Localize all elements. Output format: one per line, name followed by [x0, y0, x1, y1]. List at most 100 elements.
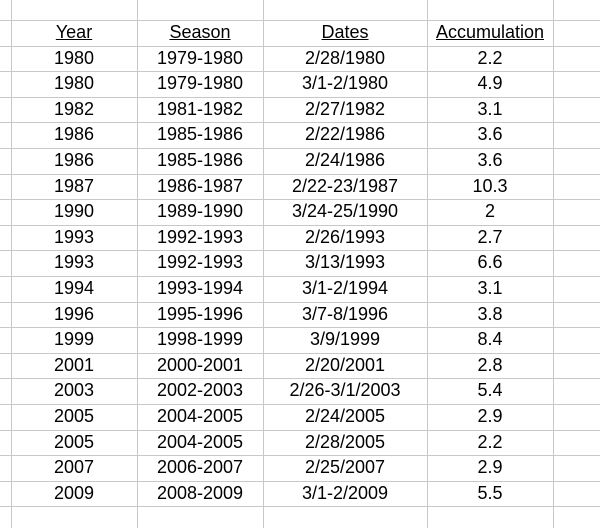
column-header: Accumulation [435, 22, 545, 42]
table-cell: 2005 [53, 406, 95, 426]
table-cell: 6.6 [477, 252, 503, 273]
table-cell: 1996 [53, 303, 95, 324]
column-header: Dates [321, 22, 369, 42]
table-cell: 2008-2009 [156, 482, 244, 503]
grid-col-line [11, 0, 12, 528]
table-cell: 2003 [53, 380, 95, 401]
table-cell: 2/26/1993 [304, 226, 386, 247]
table-cell: 1992-1993 [156, 252, 244, 273]
table-cell: 3/7-8/1996 [301, 303, 389, 324]
table-cell: 1980 [53, 47, 95, 68]
grid-col-line [263, 0, 264, 528]
table-cell: 2/24/1986 [304, 150, 386, 170]
table-cell: 2009 [53, 482, 95, 503]
table-cell: 3.6 [477, 124, 503, 145]
table-cell: 2.2 [477, 47, 503, 68]
grid-col-line [427, 0, 428, 528]
grid-row-line [0, 378, 600, 380]
table-cell: 2/28/2005 [304, 431, 386, 452]
grid-row-line [0, 327, 600, 329]
grid-col-line [137, 0, 138, 528]
table-cell: 2.7 [477, 226, 503, 247]
table-cell: 3/1-2/1994 [301, 278, 389, 298]
table-cell: 2/24/2005 [304, 406, 386, 426]
table-cell: 2/25/2007 [304, 457, 386, 478]
grid-row-line [0, 45, 600, 47]
grid-row-line [0, 429, 600, 431]
grid-col-line [553, 0, 554, 528]
grid-row-line [0, 20, 600, 21]
grid-row-line [0, 250, 600, 252]
table-cell: 1985-1986 [156, 124, 244, 145]
table-cell: 2.9 [477, 457, 503, 478]
grid-row-line [0, 199, 600, 201]
table-cell: 2 [484, 201, 495, 222]
table-cell: 1993-1994 [156, 278, 244, 298]
grid-row-line [0, 480, 600, 482]
table-cell: 2.9 [477, 406, 503, 426]
table-cell: 10.3 [472, 175, 508, 196]
table-cell: 2.2 [477, 431, 503, 452]
table-cell: 2/27/1982 [304, 98, 386, 119]
table-cell: 2/22/1986 [304, 124, 386, 145]
column-header: Year [55, 22, 93, 42]
table-cell: 1999 [53, 329, 95, 350]
table-cell: 3.1 [477, 278, 503, 298]
table-cell: 1979-1980 [156, 47, 244, 68]
table-cell: 2.8 [477, 354, 503, 375]
table-cell: 3.6 [477, 150, 503, 170]
table-cell: 1987 [53, 175, 95, 196]
grid-row-line [0, 148, 600, 149]
table-cell: 2/20/2001 [304, 354, 386, 375]
grid-row-line [0, 506, 600, 508]
grid-row-line [0, 352, 600, 354]
grid-row-line [0, 455, 600, 457]
table-cell: 3.8 [477, 303, 503, 324]
table-cell: 3/1-2/1980 [301, 73, 389, 94]
table-cell: 1994 [53, 278, 95, 298]
table-cell: 2/26-3/1/2003 [289, 380, 401, 401]
grid-row-line [0, 276, 600, 277]
table-cell: 5.4 [477, 380, 503, 401]
table-cell: 3/13/1993 [304, 252, 386, 273]
grid-row-line [0, 173, 600, 175]
table-cell: 2001 [53, 354, 95, 375]
table-cell: 1993 [53, 226, 95, 247]
table-cell: 1990 [53, 201, 95, 222]
table-cell: 3.1 [477, 98, 503, 119]
table-cell: 2004-2005 [156, 406, 244, 426]
table-cell: 3/24-25/1990 [291, 201, 399, 222]
table-cell: 1989-1990 [156, 201, 244, 222]
table-cell: 2007 [53, 457, 95, 478]
table-cell: 1986 [53, 124, 95, 145]
table-cell: 1986 [53, 150, 95, 170]
table-cell: 2002-2003 [156, 380, 244, 401]
table-cell: 8.4 [477, 329, 503, 350]
table-cell: 4.9 [477, 73, 503, 94]
table-cell: 1982 [53, 98, 95, 119]
table-cell: 1992-1993 [156, 226, 244, 247]
grid-row-line [0, 404, 600, 405]
column-header: Season [169, 22, 231, 42]
table-cell: 2004-2005 [156, 431, 244, 452]
table-cell: 1993 [53, 252, 95, 273]
table-cell: 3/9/1999 [309, 329, 381, 350]
grid-row-line [0, 96, 600, 98]
table-cell: 2/28/1980 [304, 47, 386, 68]
table-cell: 1981-1982 [156, 98, 244, 119]
table-cell: 1980 [53, 73, 95, 94]
grid-row-line [0, 71, 600, 73]
table-cell: 1986-1987 [156, 175, 244, 196]
table-cell: 2005 [53, 431, 95, 452]
table-cell: 1998-1999 [156, 329, 244, 350]
grid-row-line [0, 224, 600, 226]
table-cell: 2000-2001 [156, 354, 244, 375]
table-cell: 5.5 [477, 482, 503, 503]
table-cell: 1995-1996 [156, 303, 244, 324]
table-cell: 3/1-2/2009 [301, 482, 389, 503]
table-cell: 2006-2007 [156, 457, 244, 478]
table-cell: 2/22-23/1987 [291, 175, 399, 196]
grid-row-line [0, 122, 600, 124]
grid-row-line [0, 301, 600, 303]
